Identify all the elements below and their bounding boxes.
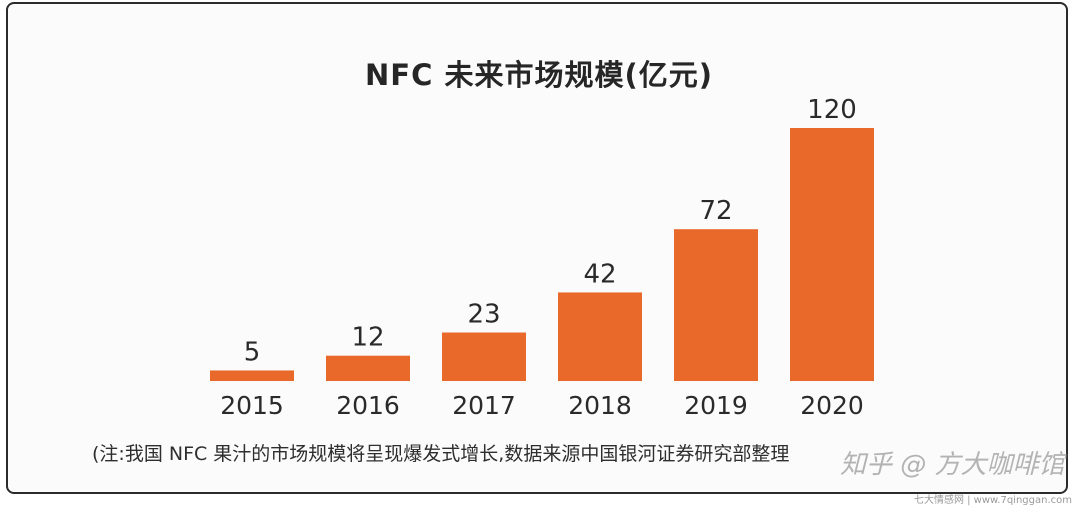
bar-2018 — [558, 292, 642, 381]
x-tick-label-2020: 2020 — [800, 391, 864, 420]
footnote: (注:我国 NFC 果汁的市场规模将呈现爆发式增长,数据来源中国银河证券研究部整… — [92, 443, 790, 465]
x-tick-label-2018: 2018 — [568, 391, 632, 420]
bar-2020 — [790, 128, 874, 381]
data-label-2017: 23 — [467, 300, 500, 330]
x-tick-label-2016: 2016 — [336, 391, 400, 420]
data-label-2020: 120 — [807, 95, 857, 125]
data-label-2018: 42 — [583, 259, 616, 289]
data-label-2019: 72 — [699, 196, 732, 226]
chart-frame — [6, 2, 1068, 494]
x-tick-label-2019: 2019 — [684, 391, 748, 420]
bar-2019 — [674, 229, 758, 381]
bar-2016 — [326, 355, 410, 381]
chart-title: NFC 未来市场规模(亿元) — [365, 58, 713, 92]
bar-2017 — [442, 332, 526, 381]
data-label-2015: 5 — [244, 337, 261, 367]
data-label-2016: 12 — [351, 323, 384, 353]
site-watermark: 七大情感网 | www.7qinggan.com — [913, 495, 1072, 506]
watermark: 知乎 @ 方大咖啡馆 — [840, 450, 1065, 480]
x-tick-label-2017: 2017 — [452, 391, 516, 420]
bar-2015 — [210, 370, 294, 381]
x-tick-label-2015: 2015 — [220, 391, 284, 420]
